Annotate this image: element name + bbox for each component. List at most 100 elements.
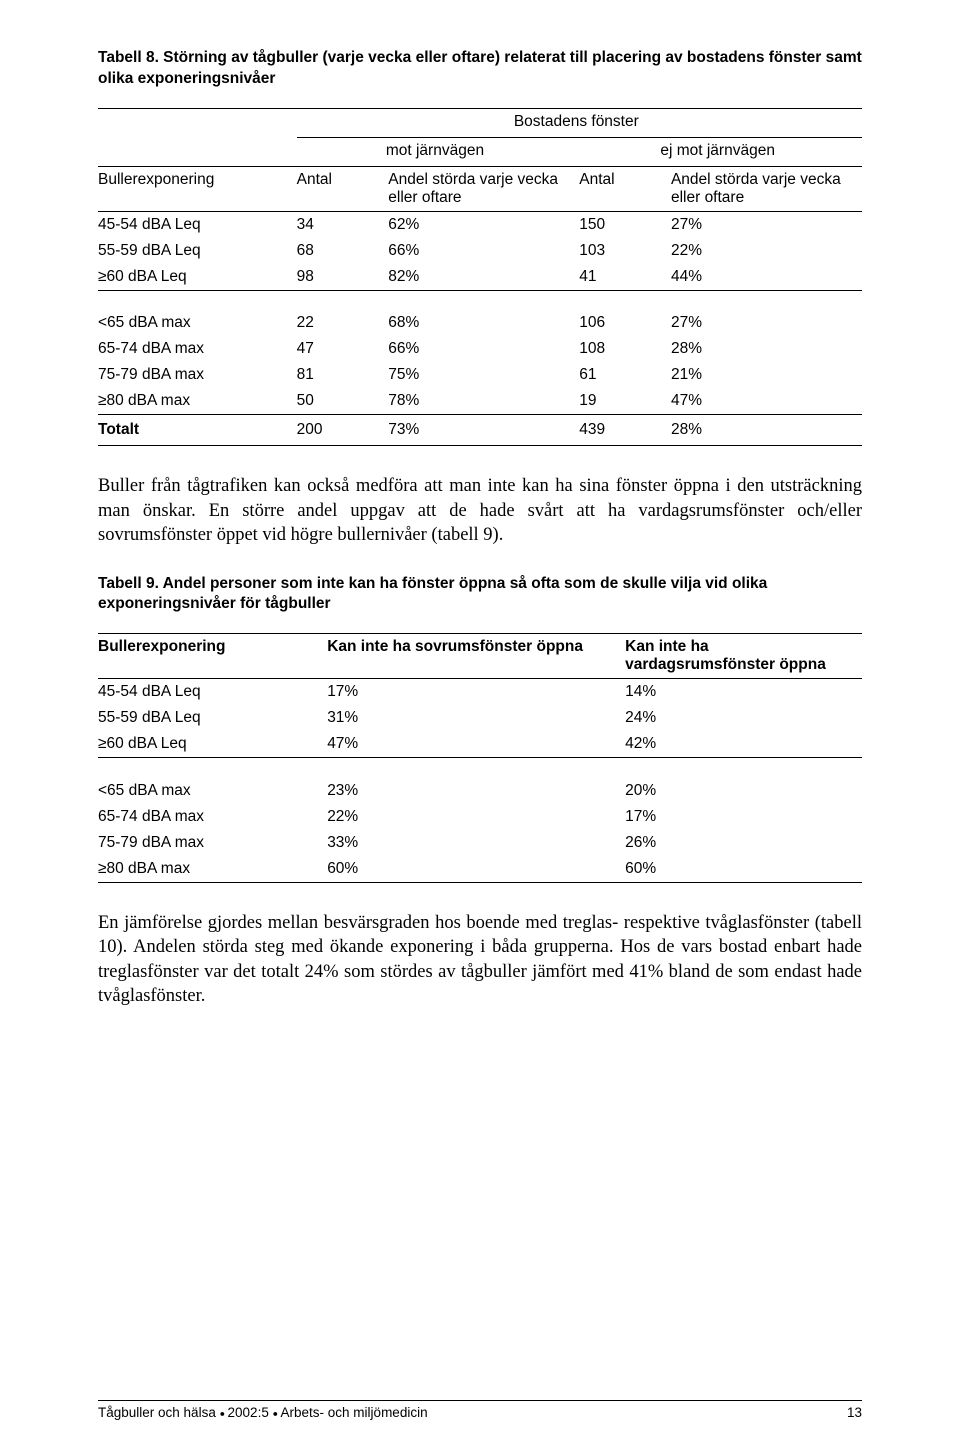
cell: 23% bbox=[327, 778, 625, 804]
table-row: <65 dBA max 22 68% 106 27% bbox=[98, 310, 862, 336]
cell: 60% bbox=[327, 856, 625, 883]
cell: 106 bbox=[579, 310, 671, 336]
cell-label: 65-74 dBA max bbox=[98, 804, 327, 830]
cell: 98 bbox=[297, 264, 389, 291]
table8-subheader-left: mot järnvägen bbox=[297, 137, 580, 166]
cell: 24% bbox=[625, 705, 862, 731]
cell: 44% bbox=[671, 264, 862, 291]
cell-label: 75-79 dBA max bbox=[98, 362, 297, 388]
cell: 78% bbox=[388, 388, 579, 415]
paragraph-1: Buller från tågtrafiken kan också medför… bbox=[98, 474, 862, 547]
table-row: ≥60 dBA Leq 98 82% 41 44% bbox=[98, 264, 862, 291]
cell: 75% bbox=[388, 362, 579, 388]
table-row: 45-54 dBA Leq 17% 14% bbox=[98, 679, 862, 706]
bullet-icon: ● bbox=[273, 1408, 281, 1418]
cell: 81 bbox=[297, 362, 389, 388]
cell: 47 bbox=[297, 336, 389, 362]
cell: 150 bbox=[579, 211, 671, 238]
footer-issue: 2002:5 bbox=[228, 1405, 269, 1420]
cell: 28% bbox=[671, 415, 862, 446]
cell: 33% bbox=[327, 830, 625, 856]
page-footer: Tågbuller och hälsa ● 2002:5 ● Arbets- o… bbox=[98, 1400, 862, 1420]
cell: 41 bbox=[579, 264, 671, 291]
cell: 108 bbox=[579, 336, 671, 362]
footer-left: Tågbuller och hälsa ● 2002:5 ● Arbets- o… bbox=[98, 1405, 428, 1420]
table9-col-bullerexponering: Bullerexponering bbox=[98, 634, 327, 679]
cell-label: ≥60 dBA Leq bbox=[98, 731, 327, 758]
cell-label: ≥60 dBA Leq bbox=[98, 264, 297, 291]
cell: 200 bbox=[297, 415, 389, 446]
table8-col-antal-1: Antal bbox=[297, 166, 389, 211]
cell: 82% bbox=[388, 264, 579, 291]
cell-label: <65 dBA max bbox=[98, 778, 327, 804]
table-row: ≥80 dBA max 50 78% 19 47% bbox=[98, 388, 862, 415]
cell: 34 bbox=[297, 211, 389, 238]
cell-label: <65 dBA max bbox=[98, 310, 297, 336]
cell: 60% bbox=[625, 856, 862, 883]
cell-label: ≥80 dBA max bbox=[98, 856, 327, 883]
table8-col-bullerexponering: Bullerexponering bbox=[98, 166, 297, 211]
cell: 68% bbox=[388, 310, 579, 336]
table-row: 75-79 dBA max 81 75% 61 21% bbox=[98, 362, 862, 388]
cell: 47% bbox=[327, 731, 625, 758]
footer-org: Arbets- och miljömedicin bbox=[281, 1405, 428, 1420]
cell: 47% bbox=[671, 388, 862, 415]
table-row: 65-74 dBA max 22% 17% bbox=[98, 804, 862, 830]
table-row: 55-59 dBA Leq 68 66% 103 22% bbox=[98, 238, 862, 264]
cell: 61 bbox=[579, 362, 671, 388]
cell: 31% bbox=[327, 705, 625, 731]
paragraph-2: En jämförelse gjordes mellan besvärsgrad… bbox=[98, 911, 862, 1009]
table9-col-sov: Kan inte ha sovrumsfönster öppna bbox=[327, 634, 625, 679]
bullet-icon: ● bbox=[220, 1408, 228, 1418]
table-row: 65-74 dBA max 47 66% 108 28% bbox=[98, 336, 862, 362]
cell: 19 bbox=[579, 388, 671, 415]
table9: Bullerexponering Kan inte ha sovrumsföns… bbox=[98, 633, 862, 883]
cell-label: 45-54 dBA Leq bbox=[98, 679, 327, 706]
cell: 20% bbox=[625, 778, 862, 804]
cell-label: 55-59 dBA Leq bbox=[98, 705, 327, 731]
cell: 68 bbox=[297, 238, 389, 264]
table8-col-andel-1: Andel störda varje vecka eller oftare bbox=[388, 166, 579, 211]
cell: 21% bbox=[671, 362, 862, 388]
cell: 17% bbox=[327, 679, 625, 706]
cell: 14% bbox=[625, 679, 862, 706]
cell-label: 65-74 dBA max bbox=[98, 336, 297, 362]
table8-superheader: Bostadens fönster bbox=[297, 108, 862, 137]
cell: 22% bbox=[671, 238, 862, 264]
cell: 103 bbox=[579, 238, 671, 264]
table8-col-antal-2: Antal bbox=[579, 166, 671, 211]
page-number: 13 bbox=[847, 1405, 862, 1420]
table-row: ≥80 dBA max 60% 60% bbox=[98, 856, 862, 883]
cell: 66% bbox=[388, 336, 579, 362]
table8-col-andel-2: Andel störda varje vecka eller oftare bbox=[671, 166, 862, 211]
cell-label: 55-59 dBA Leq bbox=[98, 238, 297, 264]
cell: 73% bbox=[388, 415, 579, 446]
table8-subheader-right: ej mot järnvägen bbox=[579, 137, 862, 166]
cell: 27% bbox=[671, 310, 862, 336]
table-row: ≥60 dBA Leq 47% 42% bbox=[98, 731, 862, 758]
cell: 27% bbox=[671, 211, 862, 238]
table-row: 45-54 dBA Leq 34 62% 150 27% bbox=[98, 211, 862, 238]
table-row: <65 dBA max 23% 20% bbox=[98, 778, 862, 804]
table9-caption: Tabell 9. Andel personer som inte kan ha… bbox=[98, 574, 862, 616]
cell: 28% bbox=[671, 336, 862, 362]
table9-col-vard: Kan inte ha vardagsrumsfönster öppna bbox=[625, 634, 862, 679]
cell: 22 bbox=[297, 310, 389, 336]
cell: 66% bbox=[388, 238, 579, 264]
cell: 50 bbox=[297, 388, 389, 415]
cell-label: Totalt bbox=[98, 415, 297, 446]
cell: 26% bbox=[625, 830, 862, 856]
cell-label: ≥80 dBA max bbox=[98, 388, 297, 415]
cell-label: 45-54 dBA Leq bbox=[98, 211, 297, 238]
table8-total-row: Totalt 200 73% 439 28% bbox=[98, 415, 862, 446]
table8: Bostadens fönster mot järnvägen ej mot j… bbox=[98, 108, 862, 447]
table8-caption: Tabell 8. Störning av tågbuller (varje v… bbox=[98, 48, 862, 90]
footer-title: Tågbuller och hälsa bbox=[98, 1405, 216, 1420]
cell: 62% bbox=[388, 211, 579, 238]
cell-label: 75-79 dBA max bbox=[98, 830, 327, 856]
cell: 22% bbox=[327, 804, 625, 830]
cell: 439 bbox=[579, 415, 671, 446]
cell: 42% bbox=[625, 731, 862, 758]
table-row: 55-59 dBA Leq 31% 24% bbox=[98, 705, 862, 731]
table-row: 75-79 dBA max 33% 26% bbox=[98, 830, 862, 856]
